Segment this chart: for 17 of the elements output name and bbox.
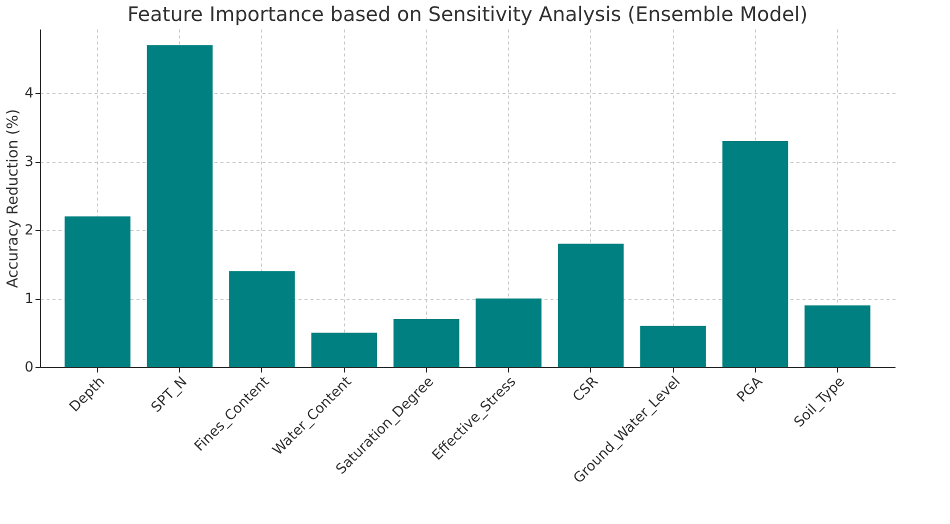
bar xyxy=(558,244,624,367)
bar xyxy=(311,332,378,367)
y-axis-title: Accuracy Reduction (%) xyxy=(4,109,22,288)
y-tick-label: 4 xyxy=(24,86,34,102)
y-tick-label: 1 xyxy=(24,291,34,308)
bar xyxy=(804,305,870,367)
y-tick-label: 3 xyxy=(24,154,34,170)
bar xyxy=(64,216,130,367)
bar xyxy=(229,271,295,367)
bar xyxy=(640,326,706,367)
chart-title: Feature Importance based on Sensitivity Analysis (Ensemble Model) xyxy=(127,2,808,26)
bar xyxy=(722,140,788,367)
bar xyxy=(146,45,213,367)
y-tick-label: 0 xyxy=(24,360,34,376)
bar xyxy=(476,298,542,367)
y-tick-label: 2 xyxy=(24,222,34,239)
bar xyxy=(394,319,460,367)
